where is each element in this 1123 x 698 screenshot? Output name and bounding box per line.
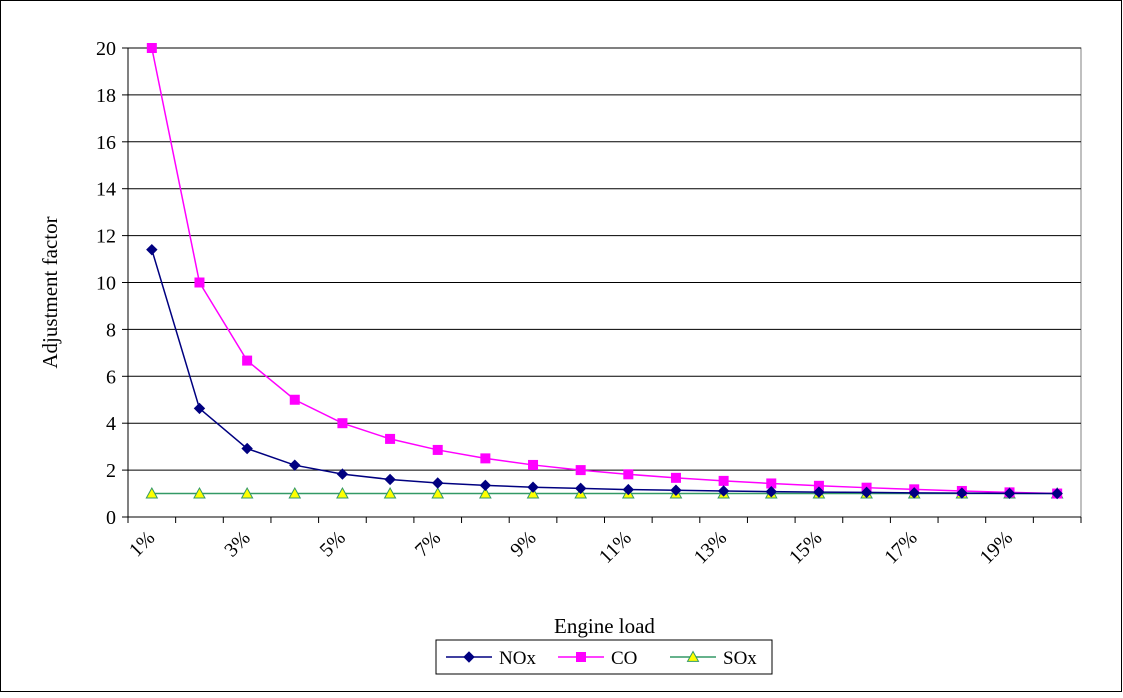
data-point-marker [686, 650, 700, 662]
data-point-marker [574, 482, 587, 495]
gridlines [128, 47, 1081, 471]
data-point-marker [193, 487, 206, 499]
y-tick-label: 6 [106, 366, 116, 388]
data-point-marker [908, 487, 920, 499]
data-point-marker [289, 394, 300, 405]
y-tick-label: 16 [96, 132, 116, 154]
data-point-marker [193, 402, 206, 415]
data-point-marker [622, 483, 635, 496]
data-point-marker [1051, 487, 1063, 500]
data-point-marker [463, 651, 475, 663]
data-point-marker [384, 473, 396, 486]
legend-label: CO [611, 648, 637, 669]
data-point-marker [717, 485, 730, 497]
y-tick-label: 10 [96, 273, 116, 295]
data-point-marker [479, 487, 492, 499]
y-tick-label: 0 [106, 507, 116, 529]
data-point-marker [194, 277, 205, 288]
data-point-marker [1003, 487, 1016, 500]
data-point-marker [288, 487, 302, 499]
data-point-marker [146, 43, 157, 53]
data-point-marker [765, 485, 777, 498]
y-tick-label: 4 [106, 413, 116, 435]
y-tick-label: 14 [96, 179, 116, 201]
data-point-marker [336, 468, 349, 480]
data-point-marker [480, 453, 491, 464]
series-line [151, 249, 1058, 495]
y-tick-label: 8 [106, 319, 116, 341]
series-group [145, 43, 1064, 500]
data-point-marker [240, 487, 254, 499]
data-point-marker [527, 481, 539, 493]
data-point-marker [337, 418, 348, 429]
y-tick-label: 12 [96, 226, 116, 248]
data-point-marker [385, 433, 396, 444]
data-point-marker [431, 487, 445, 499]
legend-label: NOx [499, 648, 536, 669]
data-point-marker [576, 652, 586, 662]
series-nox [146, 243, 1063, 500]
data-point-marker [242, 355, 253, 366]
y-tick-label: 20 [96, 38, 116, 60]
y-axis-title: Adjustment factor [38, 216, 62, 368]
data-point-marker [479, 479, 492, 492]
data-point-marker [432, 477, 444, 489]
data-point-marker [813, 486, 825, 498]
data-point-marker [241, 442, 253, 455]
data-point-marker [670, 484, 682, 496]
y-tick-label: 2 [106, 460, 116, 482]
data-point-marker [623, 469, 634, 480]
legend-item-sox: SOx [670, 648, 757, 669]
legend: NOx CO SOx [435, 639, 773, 675]
data-point-marker [146, 243, 158, 256]
data-point-marker [145, 487, 159, 499]
data-point-marker [860, 486, 873, 499]
data-point-marker [526, 487, 540, 499]
data-point-marker [432, 444, 443, 455]
legend-item-nox: NOx [446, 648, 536, 669]
series-co [146, 43, 1063, 499]
data-point-marker [528, 459, 539, 470]
data-point-marker [670, 472, 681, 483]
data-point-marker [956, 487, 968, 499]
legend-label: SOx [723, 648, 757, 669]
series-line [151, 47, 1058, 495]
data-point-marker [575, 465, 586, 476]
data-point-marker [383, 487, 397, 499]
data-point-marker [718, 475, 729, 486]
y-tick-label: 18 [96, 85, 116, 107]
data-point-marker [336, 487, 349, 499]
x-axis-title: Engine load [554, 614, 655, 638]
data-point-marker [289, 459, 301, 471]
legend-item-co: CO [558, 648, 637, 669]
